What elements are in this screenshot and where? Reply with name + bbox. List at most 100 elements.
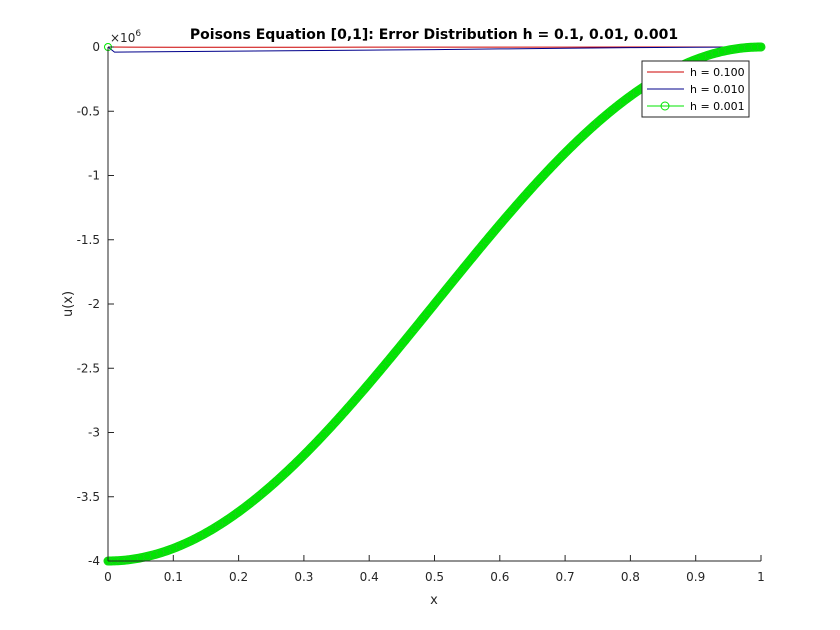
series-h-0-001-marker	[574, 136, 583, 145]
series-h-0-001-marker	[541, 169, 550, 178]
series-h-0-001-marker	[554, 155, 563, 164]
series-h-0-001-marker	[489, 228, 498, 237]
legend-entry-label: h = 0.001	[690, 100, 745, 113]
series-h-0-001-marker	[463, 259, 472, 268]
x-tick-label: 0.4	[360, 570, 379, 584]
series-h-0-001-marker	[221, 517, 230, 525]
legend-marker	[660, 101, 670, 111]
series-h-0-001-marker	[117, 556, 125, 565]
series-h-0-001-marker	[358, 387, 367, 395]
legend-box	[641, 60, 750, 118]
y-tick-label: -0.5	[77, 104, 100, 118]
y-tick-label: 0	[92, 40, 100, 54]
series-h-0-001-marker	[247, 498, 256, 506]
series-h-0-001-marker	[437, 292, 445, 300]
series-h-0-010-line	[107, 46, 762, 53]
x-tick-label: 0.1	[164, 570, 183, 584]
series-h-0-001-marker	[319, 430, 328, 439]
series-h-0-001-marker	[430, 300, 439, 308]
series-h-0-001-marker	[326, 423, 334, 432]
series-h-0-001-marker	[234, 508, 243, 516]
axes-layer	[107, 46, 762, 562]
series-h-0-001-marker	[391, 348, 400, 357]
series-h-0-001-marker	[241, 503, 250, 511]
series-h-0-001-marker	[397, 340, 406, 349]
x-tick-label: 0.8	[621, 570, 640, 584]
x-tick-label: 0.7	[556, 570, 575, 584]
series-h-0-001-marker	[633, 87, 641, 96]
series-h-0-001-marker	[613, 102, 622, 110]
series-h-0-001-marker	[417, 316, 426, 325]
y-exponent-base: ×10	[110, 31, 135, 45]
x-tick-label: 0.9	[686, 570, 705, 584]
x-tick-label: 0.5	[425, 570, 444, 584]
series-h-0-001-marker	[757, 43, 765, 51]
series-h-0-001-marker	[286, 463, 295, 472]
legend-entry-label: h = 0.010	[690, 83, 745, 96]
series-h-0-001-marker	[450, 275, 458, 284]
series-h-0-001-marker	[175, 541, 184, 550]
series-h-0-001-marker	[208, 525, 217, 534]
x-tick-label: 0.6	[490, 570, 509, 584]
series-h-0-001-marker	[593, 118, 602, 127]
series-h-0-001-marker	[339, 409, 347, 418]
series-h-0-001-marker	[548, 162, 556, 171]
series-h-0-001-marker	[299, 451, 308, 459]
x-tick-label: 1	[757, 570, 765, 584]
x-tick-label: 0.2	[229, 570, 248, 584]
series-h-0-001-marker	[169, 544, 178, 553]
y-exponent-label: ×106	[110, 29, 141, 45]
series-h-0-001-marker	[626, 92, 635, 100]
y-axis-label: u(x)	[61, 291, 76, 317]
y-tick-label: -3	[88, 426, 100, 440]
series-h-0-001-marker	[228, 512, 236, 521]
series-h-0-001-marker	[306, 444, 315, 453]
series-h-0-001-marker	[469, 251, 478, 260]
x-axis-label: x	[430, 593, 438, 608]
series-h-0-001-marker	[195, 532, 204, 541]
series-h-0-001-marker	[522, 190, 530, 199]
series-h-0-001-marker	[456, 267, 465, 276]
x-tick-labels: 0 0.1 0.2 0.3 0.4 0.5 0.6 0.7 0.8 0.9 1	[104, 570, 765, 584]
series-h-0-001-marker	[182, 539, 191, 547]
series-h-0-001-marker	[378, 364, 387, 372]
series-h-0-001-marker	[371, 371, 380, 380]
legend-entry-label: h = 0.100	[690, 66, 745, 79]
series-h-0-001-marker	[267, 481, 276, 490]
y-tick-label: -1	[88, 169, 100, 183]
series-h-0-001-marker	[476, 244, 485, 252]
series-h-0-001-marker	[215, 521, 223, 530]
series-h-0-001-marker	[254, 492, 263, 501]
series-h-0-001-marker	[345, 402, 354, 410]
legend[interactable]: h = 0.100 h = 0.010 h = 0.001	[641, 60, 750, 118]
series-h-0-001-marker	[365, 379, 374, 388]
series-h-0-001-marker	[515, 198, 524, 206]
y-tick-label: -3.5	[77, 490, 100, 504]
series-h-0-001-marker	[737, 44, 746, 53]
y-exponent-power: 6	[135, 29, 141, 39]
series-h-0-001-marker	[744, 43, 752, 52]
chart-title: Poisons Equation [0,1]: Error Distributi…	[190, 27, 678, 43]
series-h-0-001-marker	[273, 476, 282, 484]
series-h-0-001-marker	[619, 97, 628, 105]
series-h-0-001-marker	[313, 437, 321, 446]
series-h-0-001-marker	[424, 308, 432, 316]
series-h-0-001-marker	[332, 416, 341, 425]
series-h-0-001-marker	[188, 535, 197, 544]
series-h-0-001-marker	[502, 213, 511, 221]
x-tick-label: 0	[104, 570, 112, 584]
series-h-0-001-marker	[404, 332, 413, 341]
series-h-0-001-marker	[535, 176, 543, 185]
series-h-0-001-marker	[411, 324, 419, 333]
series-h-0-001-marker	[561, 149, 569, 157]
series-h-0-001-marker	[587, 124, 596, 132]
series-h-0-001-marker	[750, 43, 759, 52]
series-h-0-001-marker	[293, 457, 302, 466]
x-tick-label: 0.3	[294, 570, 313, 584]
series-h-0-001-marker	[600, 112, 609, 121]
series-h-0-001-marker	[443, 283, 452, 292]
series-h-0-001-marker	[384, 356, 393, 364]
series-h-0-001-marker	[580, 130, 589, 138]
series-h-0-001-marker	[280, 470, 289, 478]
